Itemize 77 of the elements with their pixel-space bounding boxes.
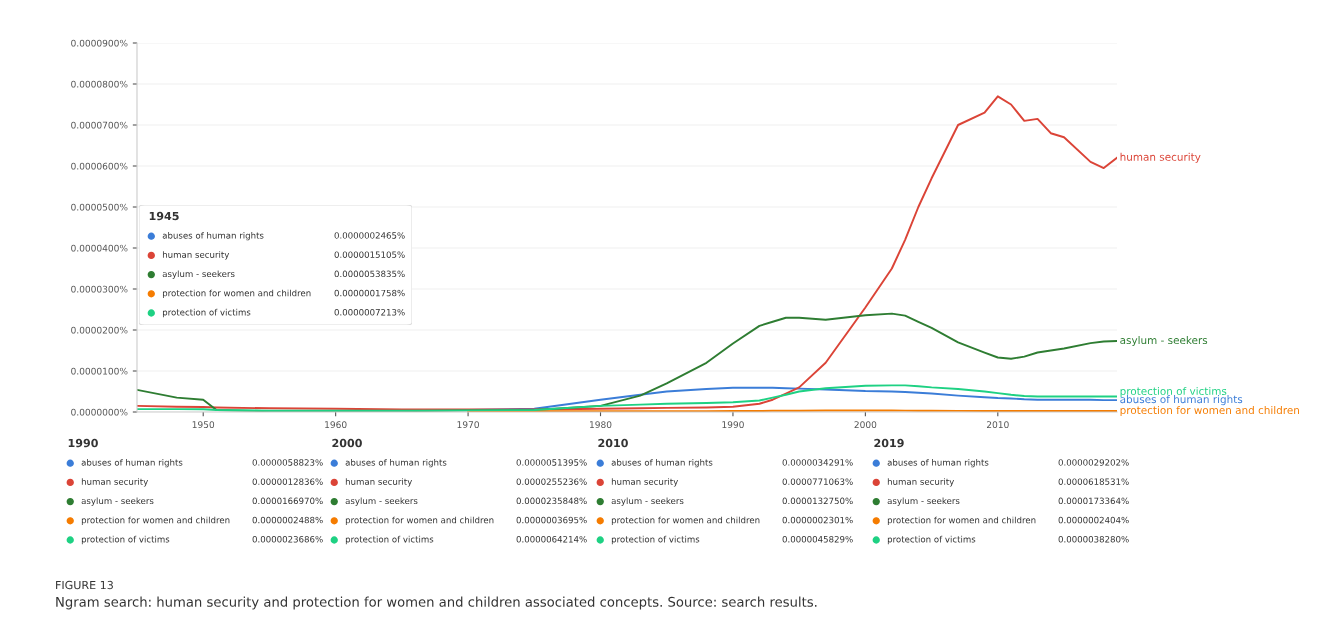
series-label: asylum - seekers [1120,336,1208,347]
y-tick-label: 0.0000600% [71,162,128,170]
text: 0.0000015105% [334,251,405,258]
y-tick-label: 0.0000100% [71,367,128,375]
text: 0.0000064214% [516,535,587,543]
category-label: abuses of human rights [887,459,989,468]
text: 2019 [874,438,904,448]
text: 1945 [149,211,179,221]
text: 0.0000001758% [334,289,405,297]
x-tick-label: 1990 [722,421,744,429]
y-tick-label: 0.0000000% [71,408,128,416]
text: 0.0000132750% [782,497,853,505]
category-label: asylum - seekers [162,270,235,279]
text: 0.0000173364% [1058,497,1129,505]
y-tick-label: 0.0000300% [71,285,128,293]
category-label: protection for women and children [162,289,311,298]
y-tick-label: 0.0000400% [71,244,128,252]
text: 2000 [332,438,362,448]
x-tick-label: 1980 [590,421,612,429]
text: 0.0000012836% [252,478,323,485]
category-label: human security [81,478,149,487]
category-label: human security [162,251,230,260]
text: 0.0000002465% [334,232,405,239]
text: 0.0000029202% [1058,459,1129,466]
text: 0.0000038280% [1058,535,1129,543]
text: 2010 [598,438,628,448]
series-label: protection for women and children [1120,405,1299,417]
category-label: abuses of human rights [345,459,447,468]
category-label: protection of victims [162,308,251,318]
text: 0.0000051395% [516,459,587,466]
x-tick-label: 1970 [457,421,479,429]
category-label: protection for women and children [611,516,760,525]
category-label: protection for women and children [81,516,230,525]
category-label: abuses of human rights [81,459,183,468]
x-tick-label: 2010 [986,421,1009,429]
category-label: protection of victims [345,535,434,545]
category-label: protection of victims [611,535,700,545]
text: 0.0000058823% [252,459,323,466]
category-label: protection of victims [81,535,170,545]
category-label: abuses of human rights [162,232,264,241]
text: 0.0000053835% [334,270,405,278]
category-label: protection for women and children [887,516,1036,525]
text: 1990 [68,438,98,448]
caption: FIGURE 13 [56,580,113,590]
text: 0.0000023686% [252,535,323,543]
x-tick-label: 1950 [192,421,215,429]
y-tick-label: 0.0000800% [71,80,128,88]
category-label: asylum - seekers [345,497,418,506]
category-label: abuses of human rights [611,459,713,468]
y-tick-label: 0.0000500% [71,203,128,211]
y-tick-label: 0.0000200% [71,326,128,334]
x-tick-label: 2000 [854,421,877,429]
category-label: human security [611,478,679,487]
category-label: asylum - seekers [81,497,154,506]
text: 0.0000034291% [782,459,853,466]
text: 0.0000002301% [782,516,853,524]
category-label: asylum - seekers [887,497,960,506]
text: 0.0000003695% [516,516,587,524]
y-tick-label: 0.0000700% [71,121,128,129]
text: 0.0000618531% [1058,478,1129,485]
text: 0.0000166970% [252,497,323,505]
text: Ngram search: human security and protection for women and children associated concepts. Source: search results. [56,596,817,610]
text: 0.0000771063% [782,478,853,485]
category-label: human security [345,478,413,487]
x-tick-label: 1960 [325,421,347,429]
y-tick-label: 0.0000900% [71,39,128,47]
text: 0.0000235848% [516,497,587,505]
category-label: protection for women and children [345,516,494,525]
category-label: protection of victims [887,535,976,545]
text: 0.0000002404% [1058,516,1129,524]
category-label: human security [887,478,955,487]
text: 0.0000045829% [782,535,853,543]
category-label: asylum - seekers [611,497,684,506]
text: 0.0000002488% [252,516,323,524]
text: 0.0000255236% [516,478,587,485]
series-label: human security [1120,152,1201,163]
text: 0.0000007213% [334,308,405,316]
